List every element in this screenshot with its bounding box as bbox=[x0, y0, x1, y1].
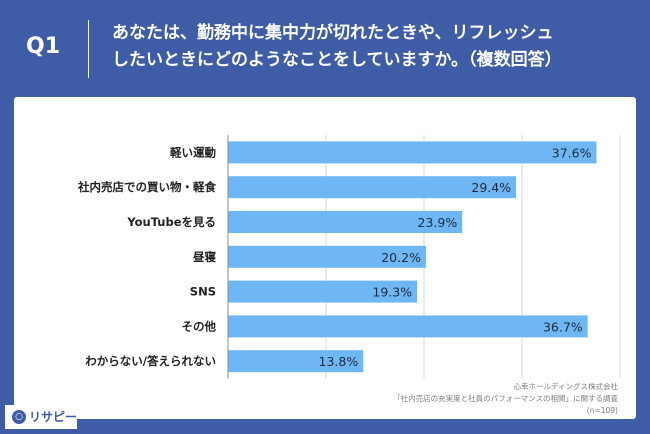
footer-company: 心幸ホールディングス株式会社 bbox=[513, 382, 618, 391]
data-label: 20.2% bbox=[381, 250, 421, 265]
brand-logo: ○ リサピー bbox=[5, 405, 77, 429]
bar bbox=[228, 350, 364, 373]
category-label: その他 bbox=[182, 319, 217, 333]
data-label: 19.3% bbox=[372, 285, 412, 300]
footer-note: 心幸ホールディングス株式会社 「社内売店の充実度と社員のパフォーマンスの相関」に… bbox=[393, 381, 618, 417]
data-label: 36.7% bbox=[543, 319, 583, 334]
divider bbox=[88, 20, 89, 78]
category-label: YouTubeを見る bbox=[126, 215, 216, 229]
question-line-1: あなたは、勤務中に集中力が切れたときや、リフレッシュ bbox=[112, 23, 554, 43]
data-label: 37.6% bbox=[552, 145, 592, 160]
category-label: 軽い運動 bbox=[170, 145, 216, 159]
data-label: 23.9% bbox=[418, 215, 458, 230]
category-label: SNS bbox=[190, 285, 216, 299]
category-label: 昼寝 bbox=[192, 250, 216, 264]
question-number: Q1 bbox=[26, 34, 61, 59]
search-bubble-icon: ○ bbox=[12, 410, 26, 424]
category-label: 社内売店での買い物・軽食 bbox=[77, 180, 216, 194]
footer-sample: (n=109) bbox=[586, 406, 618, 415]
data-label: 13.8% bbox=[319, 354, 359, 369]
question-text: あなたは、勤務中に集中力が切れたときや、リフレッシュ したいときにどのようなこと… bbox=[112, 20, 632, 74]
footer-survey: 「社内売店の充実度と社員のパフォーマンスの相関」に関する調査 bbox=[393, 394, 618, 403]
data-label: 29.4% bbox=[471, 180, 511, 195]
category-label: わからない/答えられない bbox=[85, 354, 216, 368]
bar bbox=[228, 280, 418, 303]
brand-name: リサピー bbox=[29, 410, 78, 424]
bar bbox=[228, 141, 597, 164]
question-line-2: したいときにどのようなことをしていますか。（複数回答） bbox=[112, 50, 562, 70]
bar bbox=[228, 176, 517, 199]
bar bbox=[228, 315, 588, 338]
bar bbox=[228, 245, 426, 268]
bar bbox=[228, 211, 463, 233]
